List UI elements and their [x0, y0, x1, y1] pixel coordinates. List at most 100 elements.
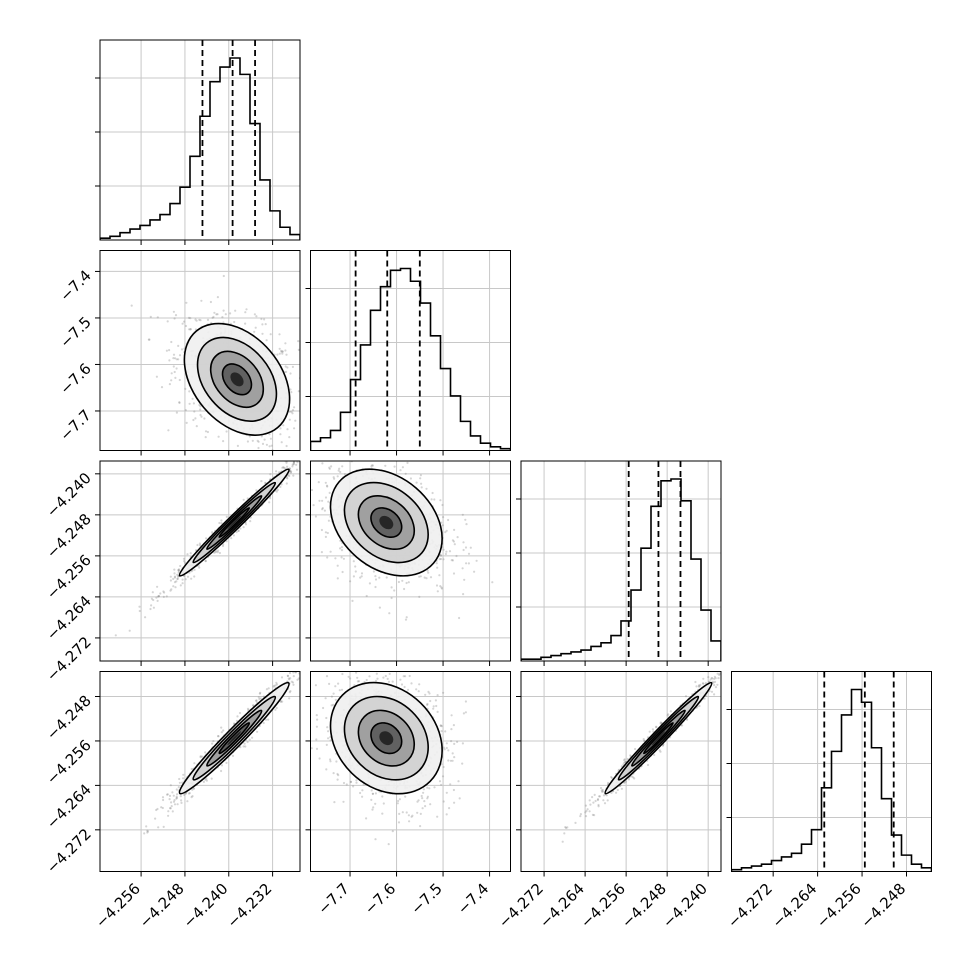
scatter-point: [442, 765, 445, 769]
scatter-point: [426, 797, 429, 800]
scatter-point: [655, 725, 658, 728]
scatter-point: [409, 477, 412, 480]
scatter-point: [143, 832, 146, 835]
scatter-point: [260, 480, 263, 483]
histogram-series: [731, 688, 932, 872]
scatter-point: [353, 648, 355, 650]
scatter-point: [204, 751, 207, 754]
scatter-point: [206, 318, 210, 321]
scatter-point: [262, 721, 265, 725]
scatter-point: [181, 322, 184, 325]
scatter-point: [325, 484, 329, 487]
scatter-point: [179, 564, 182, 568]
scatter-point: [316, 718, 319, 721]
scatter-point: [450, 728, 453, 731]
scatter-point: [183, 561, 187, 564]
scatter-point: [273, 684, 276, 687]
scatter-point: [316, 436, 318, 438]
scatter-point: [305, 673, 307, 675]
scatter-point: [308, 711, 310, 713]
scatter-point: [292, 461, 296, 464]
scatter-point: [294, 419, 297, 422]
scatter-point: [438, 558, 441, 561]
scatter-point: [269, 497, 272, 500]
scatter-point: [199, 413, 202, 417]
density-level: [379, 731, 394, 746]
scatter-point: [237, 529, 240, 532]
scatter-point: [436, 590, 439, 593]
scatter-point: [238, 452, 240, 454]
scatter-point: [464, 700, 467, 703]
scatter-point: [436, 815, 439, 818]
x-tick-label: −4.232: [223, 880, 275, 932]
contour-line: [192, 695, 277, 781]
scatter-point: [255, 699, 258, 702]
scatter-point: [314, 515, 317, 518]
scatter-point: [269, 333, 272, 336]
scatter-point: [355, 671, 358, 674]
scatter-points: [143, 671, 308, 835]
scatter-point: [201, 755, 204, 758]
scatter-point: [200, 415, 203, 418]
contour-line: [221, 363, 253, 396]
scatter-point: [326, 531, 329, 535]
scatter-point: [419, 474, 422, 477]
scatter-point: [178, 777, 181, 781]
scatter-point: [342, 800, 345, 803]
scatter-point: [225, 540, 228, 543]
scatter-point: [268, 445, 271, 448]
contour-line: [218, 722, 251, 755]
scatter-point: [453, 528, 456, 532]
scatter-point: [429, 803, 432, 806]
scatter-point: [370, 789, 373, 792]
scatter-point: [407, 814, 410, 817]
scatter-point: [173, 568, 176, 571]
scatter-point: [211, 531, 214, 534]
scatter-point: [347, 458, 349, 460]
y-tick-label: −4.272: [43, 633, 95, 685]
scatter-point: [326, 726, 329, 729]
scatter-point: [329, 760, 332, 763]
scatter-point: [306, 675, 308, 677]
scatter-point: [184, 792, 187, 795]
scatter-point: [215, 550, 218, 553]
scatter-point: [449, 759, 452, 762]
scatter-point: [275, 681, 278, 684]
scatter-point: [426, 795, 429, 798]
scatter-point: [387, 680, 391, 683]
scatter-point: [244, 745, 247, 748]
scatter-point: [282, 466, 285, 469]
scatter-point: [767, 623, 769, 625]
scatter-point: [435, 704, 438, 708]
contour-line: [218, 507, 251, 539]
scatter-point: [246, 440, 249, 443]
scatter-point: [285, 461, 288, 464]
scatter-point: [215, 313, 218, 316]
scatter-point: [174, 376, 177, 379]
scatter-point: [710, 676, 713, 680]
scatter-point: [237, 529, 240, 533]
scatter-point: [192, 418, 195, 422]
scatter-point: [315, 714, 318, 717]
scatter-point: [406, 458, 408, 460]
scatter-point: [171, 791, 174, 794]
scatter-point: [315, 725, 318, 728]
scatter-point: [188, 328, 191, 331]
x-tick-label: −4.264: [768, 880, 820, 932]
scatter-point: [405, 811, 408, 814]
scatter-point: [374, 802, 377, 805]
scatter-point: [724, 674, 726, 676]
contour-line: [357, 495, 416, 551]
scatter-points: [130, 274, 300, 454]
scatter-point: [168, 359, 171, 362]
scatter-point: [199, 756, 202, 759]
scatter-point: [296, 535, 298, 537]
scatter-point: [272, 685, 275, 688]
scatter-point: [172, 794, 175, 797]
scatter-point: [442, 558, 445, 561]
scatter-point: [610, 775, 613, 779]
scatter-point: [221, 544, 225, 548]
scatter-point: [425, 577, 428, 580]
scatter-point: [288, 691, 291, 694]
scatter-point: [332, 476, 335, 479]
